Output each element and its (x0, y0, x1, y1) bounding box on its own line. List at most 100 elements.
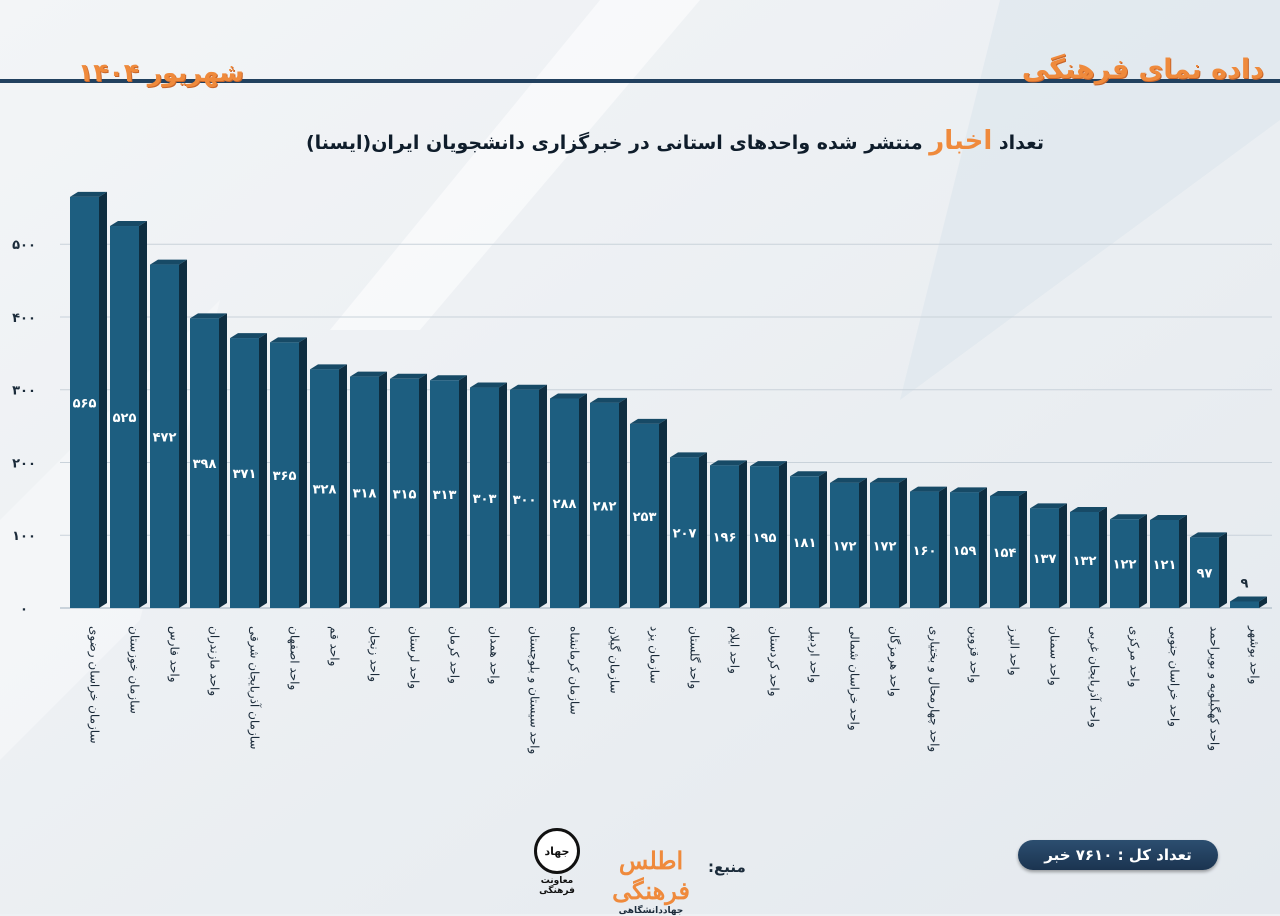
value-label: ۲۸۸ (553, 497, 577, 512)
bar (1110, 519, 1139, 608)
bar (750, 466, 779, 608)
bar-top (750, 461, 787, 467)
bar (150, 264, 179, 608)
value-label: ۳۲۸ (313, 483, 337, 498)
category-label: سازمان گیلان (607, 626, 622, 694)
bar (710, 465, 739, 608)
bar-top (230, 333, 267, 339)
value-label: ۳۹۸ (193, 457, 217, 472)
value-label: ۲۰۷ (673, 527, 697, 542)
category-label: واحد قم (327, 626, 342, 666)
bar (590, 402, 619, 608)
value-label: ۳۱۸ (353, 486, 377, 501)
bar-top (110, 221, 147, 227)
otlas-logo-mark: اطلس فرهنگی (612, 846, 690, 905)
jahad-logo-seal: جهاد (534, 828, 580, 874)
bar-side (499, 382, 507, 608)
bar (550, 398, 579, 608)
value-label: ۹۷ (1197, 567, 1213, 582)
bar-top (70, 191, 107, 197)
y-tick-label: ۰ (20, 602, 28, 617)
category-label: واحد گلستان (687, 626, 702, 689)
bar-top (630, 418, 667, 424)
bar-top (310, 364, 347, 370)
value-label: ۳۱۵ (393, 487, 417, 502)
bar (470, 387, 499, 608)
bar-side (739, 460, 747, 608)
category-label: واحد بوشهر (1247, 625, 1262, 684)
category-label: واحد آذربایجان غربی (1087, 626, 1103, 728)
date-label: شهریور ۱۴۰۴ (78, 58, 244, 87)
value-label: ۳۶۵ (273, 469, 297, 484)
bar (110, 226, 139, 608)
value-label: ۴۷۲ (153, 430, 177, 445)
category-label: واحد کردستان (767, 626, 782, 696)
bar-top (990, 490, 1027, 496)
bar-top (950, 487, 987, 493)
value-label: ۱۸۱ (793, 536, 817, 551)
value-label: ۳۱۳ (433, 488, 457, 503)
value-label: ۲۸۲ (593, 499, 617, 514)
value-label: ۲۵۳ (633, 510, 657, 525)
bar-side (1139, 514, 1147, 608)
category-label: واحد خراسان جنوبی (1167, 626, 1182, 727)
category-label: سازمان آذربایجان شرقی (247, 626, 263, 749)
y-tick-label: ۱۰۰ (12, 529, 36, 544)
bar (790, 476, 819, 608)
chart-title-pre: تعداد (998, 132, 1045, 154)
header-divider (0, 79, 1280, 83)
category-label: واحد کرمان (447, 626, 462, 684)
category-label: سازمان خراسان رضوی (87, 626, 102, 744)
category-label: واحد خراسان شمالی (847, 626, 862, 731)
bar-top (550, 393, 587, 399)
bar-side (1019, 490, 1027, 608)
value-label: ۱۵۴ (993, 546, 1017, 561)
category-label: سازمان خوزستان (127, 626, 142, 714)
bar-side (259, 333, 267, 608)
bar-top (390, 373, 427, 379)
category-label: واحد مرکزی (1127, 626, 1142, 687)
value-label: ۹ (1241, 576, 1249, 591)
category-label: واحد ایلام (727, 626, 742, 674)
bar (70, 196, 99, 608)
category-label: واحد اصفهان (287, 626, 302, 690)
source-label: منبع: (708, 858, 746, 876)
bar-top (1070, 506, 1107, 512)
category-label: واحد سیستان و بلوچستان (527, 626, 542, 754)
category-label: واحد اردبیل (807, 626, 822, 683)
bar-top (190, 313, 227, 319)
bar-side (899, 477, 907, 608)
bar (190, 318, 219, 608)
bar (1150, 519, 1179, 608)
bar-side (659, 418, 667, 608)
bar-top (430, 375, 467, 381)
y-tick-label: ۴۰۰ (12, 311, 36, 326)
bar-top (150, 259, 187, 265)
y-tick-label: ۳۰۰ (12, 384, 36, 399)
total-count-badge: تعداد کل : ۷۶۱۰ خبر (1018, 840, 1218, 870)
value-label: ۱۳۷ (1033, 552, 1057, 567)
otlas-logo: اطلس فرهنگی جهاددانشگاهی (596, 846, 706, 916)
value-label: ۳۰۳ (473, 492, 497, 507)
bar-top (710, 460, 747, 466)
bar (310, 369, 339, 608)
value-label: ۵۶۵ (73, 396, 97, 411)
bar (390, 378, 419, 608)
category-label: واحد قزوین (967, 626, 982, 683)
bar-top (1230, 596, 1267, 602)
bar (1230, 601, 1259, 608)
bar-top (1110, 514, 1147, 520)
bar-side (1059, 503, 1067, 608)
value-label: ۱۷۲ (873, 539, 897, 554)
y-tick-label: ۲۰۰ (12, 456, 36, 471)
chart-title-accent: اخبار (929, 126, 993, 156)
category-label: واحد همدان (487, 626, 502, 684)
otlas-logo-sub: جهاددانشگاهی (618, 906, 684, 916)
bar-side (299, 337, 307, 608)
bar-side (699, 452, 707, 608)
bar-top (350, 371, 387, 377)
bar (430, 380, 459, 608)
value-label: ۱۷۲ (833, 539, 857, 554)
bar-top (910, 486, 947, 492)
brand-title: داده نمای فرهنگی (1021, 54, 1264, 85)
